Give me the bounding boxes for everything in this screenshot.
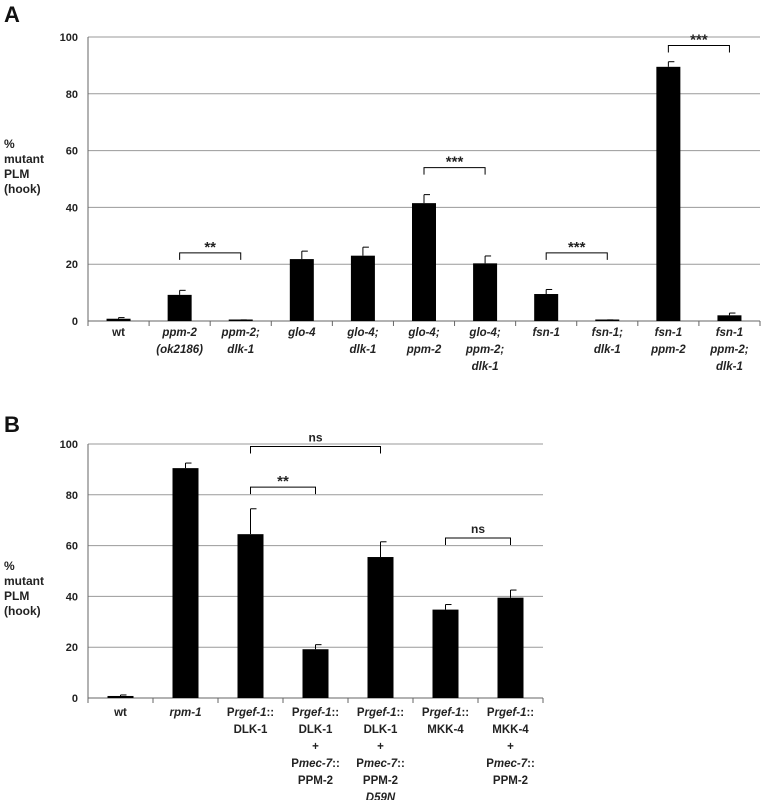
panel-a-bar xyxy=(656,66,681,321)
panel-a-category-label: glo-4; xyxy=(468,327,500,339)
panel-b-bar xyxy=(237,534,264,698)
panel-a-significance-label: *** xyxy=(690,32,708,49)
panel-b-ytick-label: 100 xyxy=(60,439,78,451)
panel-b-bar xyxy=(302,649,329,698)
panel-b-category-label: PPM-2 xyxy=(493,775,528,787)
panel-a-bar xyxy=(534,294,559,321)
panel-b-category-label: Prgef-1:: xyxy=(292,707,339,719)
panel-b-ylabel-line: PLM xyxy=(4,589,29,603)
panel-a-category-label: ppm-2 xyxy=(161,327,197,339)
panel-b-significance-bracket xyxy=(445,537,511,545)
panel-b-bar xyxy=(107,695,134,698)
panel-b-ytick-label: 0 xyxy=(72,693,78,705)
panel-b-bar xyxy=(432,609,459,698)
panel-a-category-label: glo-4 xyxy=(287,327,316,339)
panel-b-significance-bracket xyxy=(250,486,316,495)
panel-a-ytick-label: 40 xyxy=(66,202,78,214)
panel-a-bar xyxy=(717,315,742,321)
panel-b-category-label: + xyxy=(312,741,319,753)
panel-b-category-label: + xyxy=(377,741,384,753)
panel-a-ytick-label: 20 xyxy=(66,259,78,271)
panel-b-category-label: Prgef-1:: xyxy=(227,707,274,719)
panel-a-significance-bracket xyxy=(545,252,608,260)
panel-a-letter: A xyxy=(4,2,20,27)
panel-b-category-label: DLK-1 xyxy=(234,724,268,736)
panel-b-letter: B xyxy=(4,412,20,437)
panel-a-significance-label: *** xyxy=(568,239,586,256)
panel-a-category-label: fsn-1; xyxy=(592,327,623,339)
panel-b-ytick-label: 20 xyxy=(66,642,78,654)
panel-a-category-label: dlk-1 xyxy=(472,361,499,373)
panel-a-bar xyxy=(473,263,498,321)
panel-a-ytick-label: 0 xyxy=(72,316,78,328)
panel-b-significance-label: ns xyxy=(308,431,322,445)
panel-b-ylabel-line: % xyxy=(4,559,15,573)
panel-a-significance-bracket xyxy=(667,45,730,53)
panel-b-category-label: Pmec-7:: xyxy=(356,758,405,770)
panel-a-category-label: fsn-1 xyxy=(655,327,682,339)
panel-b-bar xyxy=(172,468,199,698)
panel-b-category-label: MKK-4 xyxy=(427,724,464,736)
panel-a-bar xyxy=(289,259,314,321)
panel-b-category-label: Prgef-1:: xyxy=(487,707,534,719)
panel-a-category-label: glo-4; xyxy=(407,327,439,339)
panel-b-category-label: Pmec-7:: xyxy=(291,758,340,770)
panel-a-bar xyxy=(167,294,192,321)
panel-a-ylabel-line: % xyxy=(4,137,15,151)
panel-a-bar xyxy=(412,203,436,321)
panel-b-category-label: + xyxy=(507,741,514,753)
panel-a-category-label: dlk-1 xyxy=(594,344,621,356)
panel-a-category-label: (ok2186) xyxy=(156,344,203,356)
panel-b-category-label: Pmec-7:: xyxy=(486,758,535,770)
panel-b-category-label: D59N xyxy=(366,792,396,800)
panel-b-ylabel-line: mutant xyxy=(4,574,44,588)
panel-a-bar xyxy=(350,255,375,321)
panel-b-category-label: DLK-1 xyxy=(364,724,398,736)
panel-b-category-label: rpm-1 xyxy=(170,707,202,719)
panel-b-category-label: Prgef-1:: xyxy=(357,707,404,719)
panel-b-significance-label: ns xyxy=(471,522,485,536)
panel-b-ytick-label: 60 xyxy=(66,541,78,553)
panel-b-bar xyxy=(367,557,394,698)
panel-a-ytick-label: 80 xyxy=(66,89,78,101)
panel-a-category-label: ppm-2; xyxy=(465,344,505,356)
panel-a-ytick-label: 60 xyxy=(66,146,78,158)
panel-a-category-label: wt xyxy=(111,327,125,339)
panel-b-category-label: wt xyxy=(113,707,127,719)
panel-a-ytick-label: 100 xyxy=(60,32,78,44)
panel-a-category-label: fsn-1 xyxy=(716,327,743,339)
panel-a-category-label: glo-4; xyxy=(346,327,378,339)
panel-a-category-label: dlk-1 xyxy=(227,344,254,356)
panel-a-category-label: ppm-2 xyxy=(650,344,686,356)
panel-a-category-label: fsn-1 xyxy=(532,327,559,339)
panel-b-category-label: PPM-2 xyxy=(298,775,333,787)
panel-b-ytick-label: 80 xyxy=(66,490,78,502)
panel-a-category-label: ppm-2; xyxy=(709,344,749,356)
panel-a-ylabel-line: (hook) xyxy=(4,182,41,196)
panel-a-significance-bracket xyxy=(179,252,242,260)
panel-a-significance-bracket xyxy=(423,167,486,175)
panel-b-category-label: PPM-2 xyxy=(363,775,398,787)
panel-a-category-label: dlk-1 xyxy=(349,344,376,356)
panel-a-category-label: ppm-2; xyxy=(221,327,261,339)
panel-b-category-label: MKK-4 xyxy=(492,724,529,736)
panel-a-significance-label: ** xyxy=(204,239,216,256)
panel-b-significance-bracket xyxy=(250,446,381,454)
panel-a-ylabel-line: PLM xyxy=(4,167,29,181)
panel-b-category-label: DLK-1 xyxy=(299,724,333,736)
panel-a-bar xyxy=(106,318,131,321)
panel-a-category-label: ppm-2 xyxy=(406,344,442,356)
panel-a-ylabel-line: mutant xyxy=(4,152,44,166)
panel-a-significance-label: *** xyxy=(446,154,464,171)
panel-b-ylabel-line: (hook) xyxy=(4,604,41,618)
panel-a-category-label: dlk-1 xyxy=(716,361,743,373)
panel-b-ytick-label: 40 xyxy=(66,591,78,603)
panel-b-category-label: Prgef-1:: xyxy=(422,707,469,719)
panel-b-significance-label: ** xyxy=(277,473,289,490)
panel-b-bar xyxy=(497,597,524,698)
